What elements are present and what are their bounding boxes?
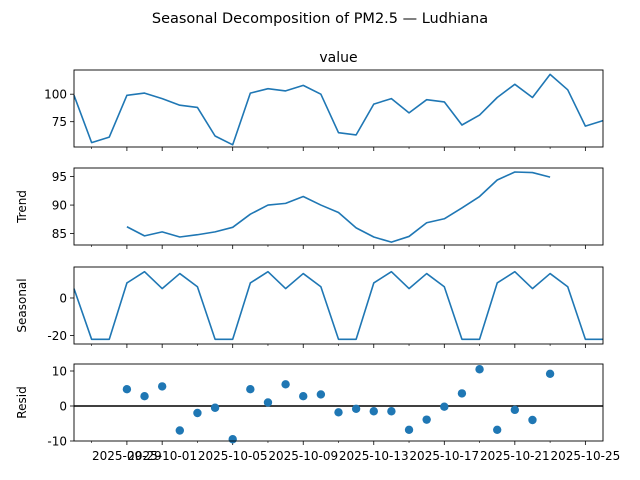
data-point (316, 390, 326, 399)
y-axis-label: Trend (15, 190, 29, 224)
data-point (440, 402, 449, 411)
y-tick-label: 75 (52, 115, 67, 129)
data-point (140, 392, 149, 401)
x-tick-label: 2025-10-01 (127, 449, 197, 463)
data-point (493, 425, 502, 434)
data-point (351, 404, 361, 413)
y-axis-label: Seasonal (15, 278, 29, 332)
series-line (73, 73, 604, 146)
x-tick-label: 2025-10-17 (409, 449, 479, 463)
panel-frame (73, 363, 604, 442)
data-point (263, 398, 273, 407)
figure-title: Seasonal Decomposition of PM2.5 — Ludhia… (152, 11, 488, 27)
x-tick-label: 2025-10-09 (268, 449, 338, 463)
data-point (404, 425, 414, 434)
panel-frame (73, 167, 604, 246)
y-tick-label: 85 (52, 227, 67, 241)
data-point (246, 385, 255, 394)
data-point (369, 407, 378, 416)
data-point (457, 389, 467, 398)
data-point (193, 408, 202, 418)
y-tick-label: 0 (59, 291, 67, 305)
x-tick-label: 2025-10-13 (339, 449, 409, 463)
x-tick-label: 2025-10-21 (480, 449, 550, 463)
data-point (475, 365, 484, 374)
data-point (175, 426, 184, 435)
y-tick-label: -20 (47, 329, 67, 343)
data-point (122, 385, 132, 394)
data-point (334, 408, 343, 417)
panel-frame (73, 266, 604, 345)
y-tick-label: 90 (52, 199, 67, 213)
y-tick-label: 10 (52, 365, 67, 379)
data-point (545, 369, 555, 378)
x-tick-label: 2025-09-29 (92, 449, 162, 463)
y-tick-label: 95 (52, 170, 67, 184)
y-tick-label: -10 (47, 435, 67, 449)
series-line (126, 171, 551, 243)
data-point (228, 435, 237, 444)
series-line (73, 270, 603, 341)
data-point (528, 415, 537, 425)
data-point (210, 403, 220, 412)
y-axis-label: Resid (15, 386, 29, 418)
x-tick-label: 2025-10-25 (550, 449, 620, 463)
y-tick-label: 100 (44, 88, 67, 102)
y-tick-label: 0 (59, 400, 67, 414)
data-point (422, 415, 431, 424)
data-point (387, 407, 396, 416)
panel-title: value (319, 50, 357, 66)
panel-frame (73, 69, 604, 148)
data-point (281, 380, 290, 389)
data-point (510, 405, 520, 415)
data-point (299, 392, 308, 401)
x-tick-label: 2025-10-05 (198, 449, 268, 463)
data-point (157, 382, 167, 391)
